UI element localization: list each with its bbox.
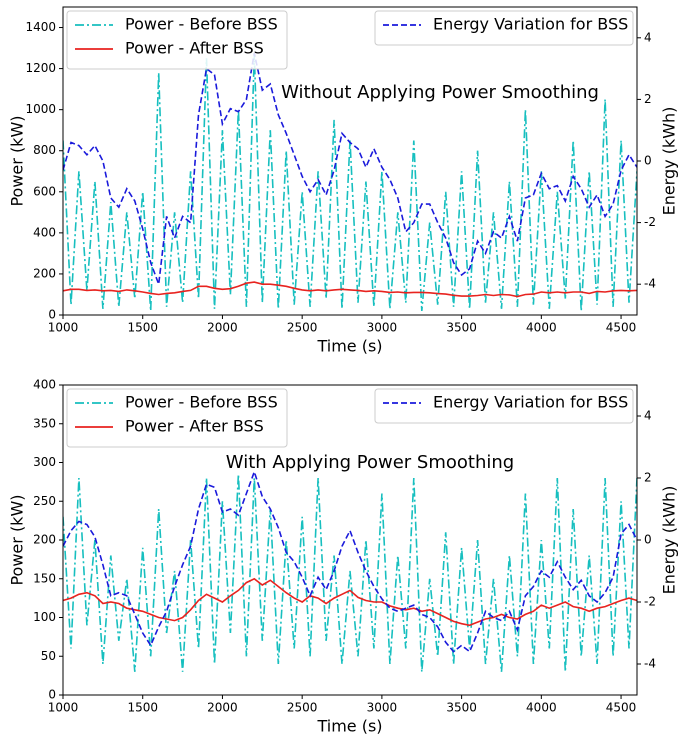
x-tick-label: 1000 <box>48 321 79 335</box>
y-tick-label: 50 <box>41 649 56 663</box>
legend-label: Power - After BSS <box>125 39 264 58</box>
y-tick-label: 200 <box>33 266 56 280</box>
y-tick-label: 1200 <box>25 61 56 75</box>
y-tick-label: 250 <box>33 494 56 508</box>
series-line <box>63 281 637 298</box>
x-tick-label: 3000 <box>367 321 398 335</box>
y2-tick-label: -2 <box>644 215 656 229</box>
x-tick-label: 4000 <box>526 701 557 715</box>
y-tick-label: 350 <box>33 416 56 430</box>
x-tick-label: 3500 <box>446 701 477 715</box>
y-tick-label: 0 <box>48 688 56 702</box>
y-tick-label: 0 <box>48 308 56 322</box>
series-line <box>63 474 637 672</box>
y2-tick-label: 4 <box>644 30 652 44</box>
y2-tick-label: 2 <box>644 92 652 106</box>
y-tick-label: 200 <box>33 533 56 547</box>
y-tick-label: 300 <box>33 455 56 469</box>
legend-box <box>66 388 288 448</box>
legend-label: Energy Variation for BSS <box>433 15 628 34</box>
legend-label: Power - Before BSS <box>125 15 278 34</box>
x-tick-label: 2000 <box>207 321 238 335</box>
y-axis-label: Power (kW) <box>8 115 27 206</box>
y2-tick-label: 4 <box>644 409 652 423</box>
plot-area <box>63 469 637 672</box>
y2-tick-label: -4 <box>644 277 656 291</box>
legend-box <box>66 10 288 70</box>
x-tick-label: 1500 <box>127 321 158 335</box>
y-tick-label: 100 <box>33 610 56 624</box>
y2-axis-label: Energy (kWh) <box>660 107 679 216</box>
plot-area <box>63 53 637 311</box>
chart: 1000 1500 2000 2500 3000 3500 4000 4500 0 200 400 6… <box>8 6 679 356</box>
y-axis-label: Power (kW) <box>8 494 27 585</box>
series-line <box>63 577 637 627</box>
annotation: With Applying Power Smoothing <box>226 452 514 473</box>
legend-label: Energy Variation for BSS <box>433 393 628 412</box>
x-tick-label: 2000 <box>207 701 238 715</box>
x-axis-label: Time (s) <box>316 337 382 356</box>
x-tick-label: 4500 <box>606 701 637 715</box>
y-tick-label: 600 <box>33 184 56 198</box>
x-tick-label: 1000 <box>48 701 79 715</box>
y-tick-label: 150 <box>33 571 56 585</box>
y2-axis-label: Energy (kWh) <box>660 486 679 595</box>
chart: 1000 1500 2000 2500 3000 3500 4000 450005010015… <box>8 378 679 736</box>
y-tick-label: 800 <box>33 143 56 157</box>
legend-label: Power - Before BSS <box>125 393 278 412</box>
y-tick-label: 1000 <box>25 102 56 116</box>
x-tick-label: 4000 <box>526 321 557 335</box>
y2-tick-label: -2 <box>644 595 656 609</box>
x-tick-label: 2500 <box>287 321 318 335</box>
legend-box <box>374 10 634 46</box>
x-tick-label: 1500 <box>127 701 158 715</box>
y2-tick-label: 0 <box>644 533 652 547</box>
y-tick-label: 1400 <box>25 20 56 34</box>
x-tick-label: 3500 <box>446 321 477 335</box>
legend-box <box>374 388 634 424</box>
series-line <box>63 469 637 653</box>
x-tick-label: 2500 <box>287 701 318 715</box>
x-tick-label: 3000 <box>367 701 398 715</box>
y2-tick-label: 2 <box>644 471 652 485</box>
series-line <box>63 54 637 311</box>
y-tick-label: 400 <box>33 378 56 392</box>
x-axis-label: Time (s) <box>316 717 382 736</box>
y-tick-label: 400 <box>33 225 56 239</box>
x-tick-label: 4500 <box>606 321 637 335</box>
annotation: Without Applying Power Smoothing <box>281 82 599 103</box>
legend-label: Power - After BSS <box>125 417 264 436</box>
y2-tick-label: -4 <box>644 657 656 671</box>
y2-tick-label: 0 <box>644 154 652 168</box>
series-line <box>63 53 637 285</box>
